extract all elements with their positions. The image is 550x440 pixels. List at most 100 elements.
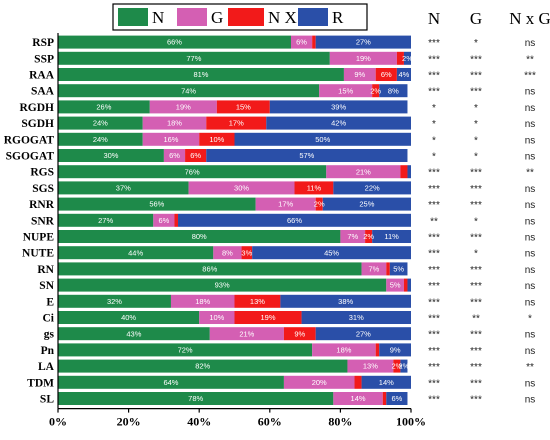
sig-nupe-n-x-g: ns: [525, 233, 536, 244]
data-label-la-n: 82%: [195, 362, 210, 371]
sig-pn-g: ***: [470, 346, 482, 357]
data-label-e-n-x-g: 13%: [250, 297, 265, 306]
category-label-la: LA: [38, 361, 55, 373]
data-label-rnr-n: 56%: [149, 200, 164, 209]
category-label-raa: RAA: [29, 70, 55, 82]
data-label-sgdh-g: 18%: [167, 119, 182, 128]
data-label-rgogat-r: 50%: [315, 135, 330, 144]
bar-la-r: [400, 359, 408, 373]
bar-ssp-n-x-g: [396, 51, 404, 65]
category-label-rsp: RSP: [32, 37, 54, 49]
sig-rsp-g: *: [474, 38, 478, 49]
bar-sn-g: [386, 278, 404, 292]
sig-sgogat-n-x-g: ns: [525, 152, 536, 163]
data-label-rgogat-n: 24%: [93, 135, 108, 144]
bar-ci-g: [199, 311, 235, 324]
data-label-tdm-g: 20%: [312, 378, 327, 387]
category-label-sn: SN: [39, 280, 54, 292]
data-label-sl-r: 6%: [391, 394, 402, 403]
legend-swatch-r: [298, 8, 328, 26]
sig-sn-g: ***: [470, 281, 482, 292]
sig-sl-g: ***: [470, 395, 482, 406]
bar-tdm-n: [58, 375, 284, 389]
bar-sgs-g: [188, 181, 295, 195]
bar-pn-n-x-g: [375, 343, 380, 357]
data-label-sgs-n-x-g: 11%: [307, 184, 322, 193]
bar-rnr-g: [255, 197, 316, 211]
sig-sl-n: ***: [428, 395, 440, 406]
legend-label-n: N: [152, 8, 164, 27]
x-tick-label-60: 60%: [258, 415, 282, 429]
data-label-e-r: 38%: [338, 297, 353, 306]
bar-sgs-r: [333, 181, 411, 195]
category-label-ci: Ci: [43, 313, 55, 325]
data-label-rgdh-g: 19%: [176, 103, 191, 112]
bar-nute-n: [58, 246, 214, 260]
data-label-saa-g: 15%: [338, 86, 353, 95]
sig-raa-n-x-g: ***: [524, 71, 536, 82]
bar-rgs-g: [326, 165, 401, 179]
sig-rgs-g: ***: [470, 168, 482, 179]
sig-rn-n: ***: [428, 265, 440, 276]
bar-sn-r: [407, 278, 411, 292]
bar-rsp-r: [315, 35, 411, 49]
sig-la-n: ***: [428, 362, 440, 373]
bar-e-g: [170, 294, 235, 308]
sig-nute-g: *: [474, 249, 478, 260]
bar-rgs-r: [407, 165, 411, 179]
data-label-rsp-n: 66%: [167, 38, 182, 47]
bar-gs-r: [315, 327, 411, 341]
bar-rgs-n-x-g: [400, 165, 408, 179]
bar-rn-g: [361, 262, 387, 276]
bars: [58, 35, 411, 405]
sig-sgs-n: ***: [428, 184, 440, 195]
sig-nute-n: ***: [428, 249, 440, 260]
bar-sn-n: [58, 278, 387, 292]
sig-rgogat-n: *: [432, 135, 436, 146]
bar-gs-n: [58, 327, 210, 341]
bar-e-n-x-g: [234, 294, 281, 308]
bar-gs-g: [209, 327, 284, 341]
bar-rsp-g: [290, 35, 313, 49]
data-label-ssp-r: 2%: [402, 54, 413, 63]
bar-raa-n-x-g: [375, 68, 397, 81]
data-label-rgdh-n-x-g: 15%: [236, 103, 251, 112]
data-label-rnr-n-x-g: 2%: [314, 200, 325, 209]
category-label-nute: NUTE: [22, 248, 54, 260]
data-label-rsp-g: 6%: [296, 38, 307, 47]
bar-ssp-r: [403, 51, 411, 65]
data-label-nupe-n: 80%: [192, 232, 207, 241]
data-label-ci-r: 31%: [349, 313, 364, 322]
x-tick-label-40: 40%: [187, 415, 211, 429]
data-label-rgdh-n: 26%: [96, 103, 111, 112]
bar-la-n-x-g: [393, 359, 401, 373]
data-label-ci-n-x-g: 19%: [261, 313, 276, 322]
sig-saa-n-x-g: ns: [525, 87, 536, 98]
data-label-raa-r: 4%: [399, 70, 410, 79]
category-label-rnr: RNR: [29, 199, 55, 211]
category-label-sgdh: SGDH: [21, 118, 54, 130]
sig-rnr-n-x-g: ns: [525, 200, 536, 211]
bar-sgdh-g: [142, 116, 207, 130]
sig-sn-n-x-g: ns: [525, 281, 536, 292]
data-label-rgogat-g: 16%: [163, 135, 178, 144]
data-label-saa-n: 74%: [181, 86, 196, 95]
data-label-nute-n-x-g: 3%: [241, 248, 252, 257]
sig-pn-n-x-g: ns: [525, 346, 536, 357]
data-label-e-n: 32%: [107, 297, 122, 306]
sig-snr-n-x-g: ns: [525, 216, 536, 227]
sig-sgdh-n-x-g: ns: [525, 119, 536, 130]
sig-sgdh-n: *: [432, 119, 436, 130]
bar-ssp-n: [58, 51, 330, 65]
sig-ci-n: ***: [428, 314, 440, 325]
bar-saa-g: [319, 84, 373, 98]
data-labels: 66% 6% 27% 77% 19% 2% 81% 9% 6% 4% 74% 15% 2% 8% 26% 19…: [93, 38, 413, 403]
sig-la-n-x-g: **: [526, 362, 534, 373]
data-label-saa-n-x-g: 2%: [370, 86, 381, 95]
sig-rgs-n-x-g: **: [526, 168, 534, 179]
sig-raa-n: ***: [428, 71, 440, 82]
category-label-nupe: NUPE: [23, 232, 55, 244]
bar-ci-r: [301, 311, 411, 324]
data-label-pn-g: 18%: [336, 346, 351, 355]
